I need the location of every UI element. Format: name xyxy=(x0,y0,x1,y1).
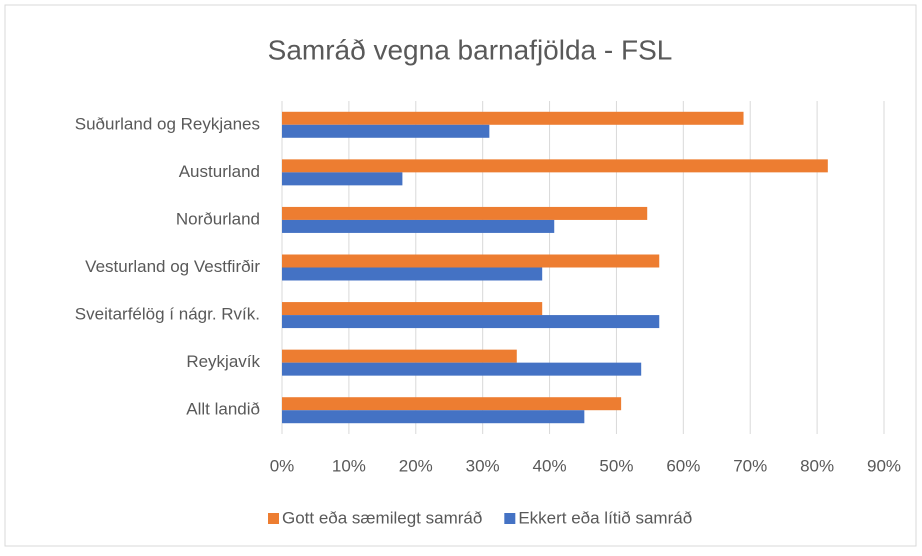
bar xyxy=(282,111,744,125)
bar xyxy=(282,302,543,316)
x-tick-label: 90% xyxy=(867,456,901,475)
legend-swatch xyxy=(504,513,516,524)
bar xyxy=(282,172,403,186)
y-tick-label: Suðurland og Reykjanes xyxy=(75,114,260,133)
bar xyxy=(282,349,517,363)
chart-title: Samráð vegna barnafjölda - FSL xyxy=(268,34,673,65)
bar xyxy=(282,254,660,268)
y-tick-label: Vesturland og Vestfirðir xyxy=(85,257,260,276)
bar xyxy=(282,315,660,329)
bar xyxy=(282,397,622,411)
bar xyxy=(282,219,555,233)
y-tick-label: Reykjavík xyxy=(186,352,260,371)
x-tick-label: 30% xyxy=(466,456,500,475)
x-tick-label: 50% xyxy=(599,456,633,475)
y-tick-label: Austurland xyxy=(179,162,260,181)
y-tick-label: Norðurland xyxy=(176,209,260,228)
bar xyxy=(282,124,490,138)
bar xyxy=(282,267,543,281)
bar xyxy=(282,159,828,173)
legend-label: Ekkert eða lítið samráð xyxy=(518,508,692,527)
x-tick-label: 70% xyxy=(733,456,767,475)
x-tick-label: 0% xyxy=(270,456,295,475)
y-tick-label: Sveitarfélög í nágr. Rvík. xyxy=(75,305,260,324)
x-tick-label: 80% xyxy=(800,456,834,475)
x-tick-label: 60% xyxy=(666,456,700,475)
x-tick-label: 10% xyxy=(332,456,366,475)
bar xyxy=(282,206,648,220)
x-tick-label: 40% xyxy=(533,456,567,475)
bar xyxy=(282,410,585,424)
legend-swatch xyxy=(268,513,279,524)
legend-label: Gott eða sæmilegt samráð xyxy=(282,508,482,527)
x-tick-label: 20% xyxy=(399,456,433,475)
bar xyxy=(282,362,642,376)
y-tick-label: Allt landið xyxy=(186,400,260,419)
